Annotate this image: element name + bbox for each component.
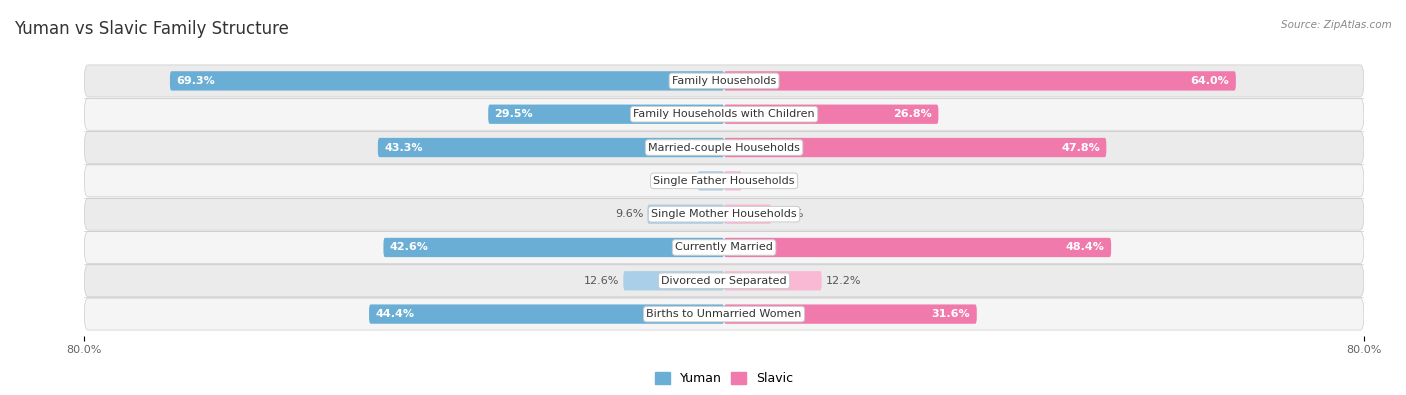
FancyBboxPatch shape [724,305,977,324]
Text: 64.0%: 64.0% [1191,76,1229,86]
Text: 12.2%: 12.2% [825,276,860,286]
Text: 3.3%: 3.3% [665,176,693,186]
FancyBboxPatch shape [84,65,1364,97]
Legend: Yuman, Slavic: Yuman, Slavic [650,367,799,390]
FancyBboxPatch shape [724,105,938,124]
FancyBboxPatch shape [724,171,742,190]
Text: Family Households: Family Households [672,76,776,86]
FancyBboxPatch shape [84,298,1364,330]
Text: 5.9%: 5.9% [775,209,804,219]
FancyBboxPatch shape [697,171,724,190]
Text: 42.6%: 42.6% [389,243,429,252]
FancyBboxPatch shape [368,305,724,324]
FancyBboxPatch shape [488,105,724,124]
Text: 12.6%: 12.6% [583,276,619,286]
Text: Births to Unmarried Women: Births to Unmarried Women [647,309,801,319]
Text: 2.2%: 2.2% [745,176,775,186]
FancyBboxPatch shape [378,138,724,157]
Text: 47.8%: 47.8% [1062,143,1099,152]
Text: 44.4%: 44.4% [375,309,415,319]
Text: 9.6%: 9.6% [614,209,644,219]
Text: 69.3%: 69.3% [176,76,215,86]
FancyBboxPatch shape [84,265,1364,297]
Text: Divorced or Separated: Divorced or Separated [661,276,787,286]
FancyBboxPatch shape [84,98,1364,130]
FancyBboxPatch shape [170,71,724,90]
FancyBboxPatch shape [84,132,1364,164]
Text: Currently Married: Currently Married [675,243,773,252]
FancyBboxPatch shape [384,238,724,257]
FancyBboxPatch shape [724,205,772,224]
Text: 48.4%: 48.4% [1066,243,1105,252]
FancyBboxPatch shape [724,138,1107,157]
Text: Married-couple Households: Married-couple Households [648,143,800,152]
FancyBboxPatch shape [623,271,724,290]
Text: Source: ZipAtlas.com: Source: ZipAtlas.com [1281,20,1392,30]
Text: Yuman vs Slavic Family Structure: Yuman vs Slavic Family Structure [14,20,290,38]
Text: 26.8%: 26.8% [893,109,932,119]
Text: Family Households with Children: Family Households with Children [633,109,815,119]
FancyBboxPatch shape [84,231,1364,263]
Text: Single Mother Households: Single Mother Households [651,209,797,219]
FancyBboxPatch shape [647,205,724,224]
FancyBboxPatch shape [724,271,821,290]
Text: 31.6%: 31.6% [932,309,970,319]
Text: 43.3%: 43.3% [384,143,423,152]
Text: 29.5%: 29.5% [495,109,533,119]
FancyBboxPatch shape [724,71,1236,90]
FancyBboxPatch shape [724,238,1111,257]
Text: Single Father Households: Single Father Households [654,176,794,186]
FancyBboxPatch shape [84,198,1364,230]
FancyBboxPatch shape [84,165,1364,197]
